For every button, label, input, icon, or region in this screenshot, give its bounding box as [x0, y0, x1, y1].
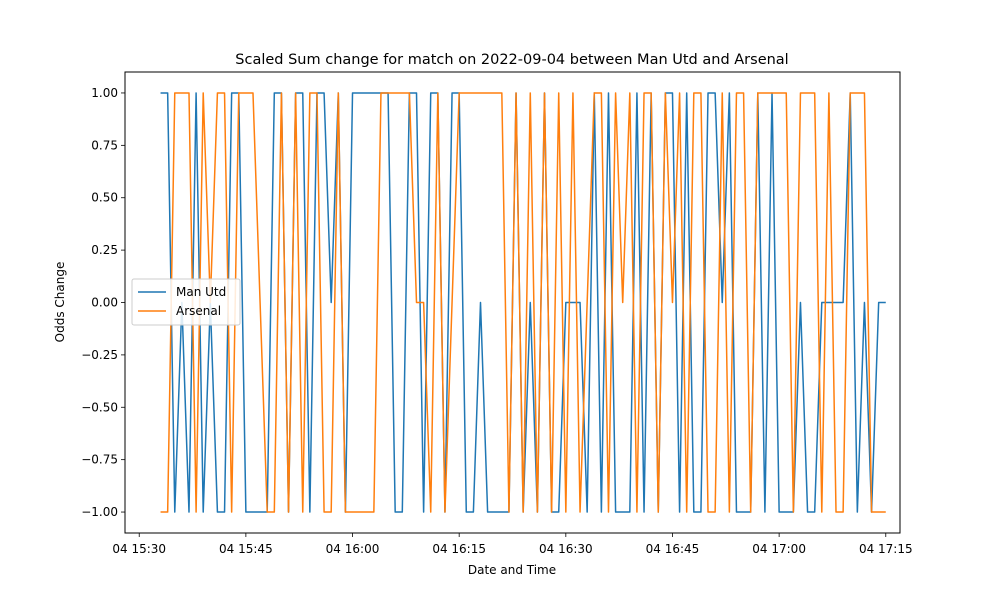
- x-tick-label: 04 16:15: [432, 542, 486, 556]
- x-tick-label: 04 15:45: [219, 542, 273, 556]
- x-tick-label: 04 17:15: [859, 542, 913, 556]
- series-layer: [160, 92, 886, 513]
- series-line-arsenal: [160, 92, 886, 513]
- legend: Man Utd Arsenal: [131, 278, 241, 326]
- x-tick-label: 04 17:00: [752, 542, 806, 556]
- y-tick-label: 0.25: [91, 243, 118, 257]
- x-tick-label: 04 16:45: [646, 542, 700, 556]
- x-tick-label: 04 15:30: [112, 542, 166, 556]
- y-tick-label: −0.25: [81, 348, 118, 362]
- x-tick-label: 04 16:00: [326, 542, 380, 556]
- x-axis: 04 15:30 04 15:45 04 16:00 04 16:15 04 16:30…: [112, 533, 913, 556]
- y-tick-label: 0.50: [91, 191, 118, 205]
- legend-label-arsenal: Arsenal: [176, 304, 221, 318]
- y-tick-label: 0.75: [91, 138, 118, 152]
- x-axis-label: Date and Time: [468, 563, 556, 577]
- y-tick-label: 1.00: [91, 86, 118, 100]
- y-tick-label: −1.00: [81, 505, 118, 519]
- legend-box: [131, 278, 241, 326]
- legend-label-man-utd: Man Utd: [176, 285, 226, 299]
- y-axis-label: Odds Change: [53, 262, 67, 343]
- y-tick-label: 0.00: [91, 296, 118, 310]
- x-tick-label: 04 16:30: [539, 542, 593, 556]
- y-axis: 1.00 0.75 0.50 0.25 0.00 −0.25 −0.50 −0.75 −1.00: [81, 86, 125, 519]
- series-line-man-utd: [160, 92, 886, 513]
- y-tick-label: −0.50: [81, 400, 118, 414]
- y-tick-label: −0.75: [81, 453, 118, 467]
- chart-title: Scaled Sum change for match on 2022-09-0…: [235, 52, 788, 68]
